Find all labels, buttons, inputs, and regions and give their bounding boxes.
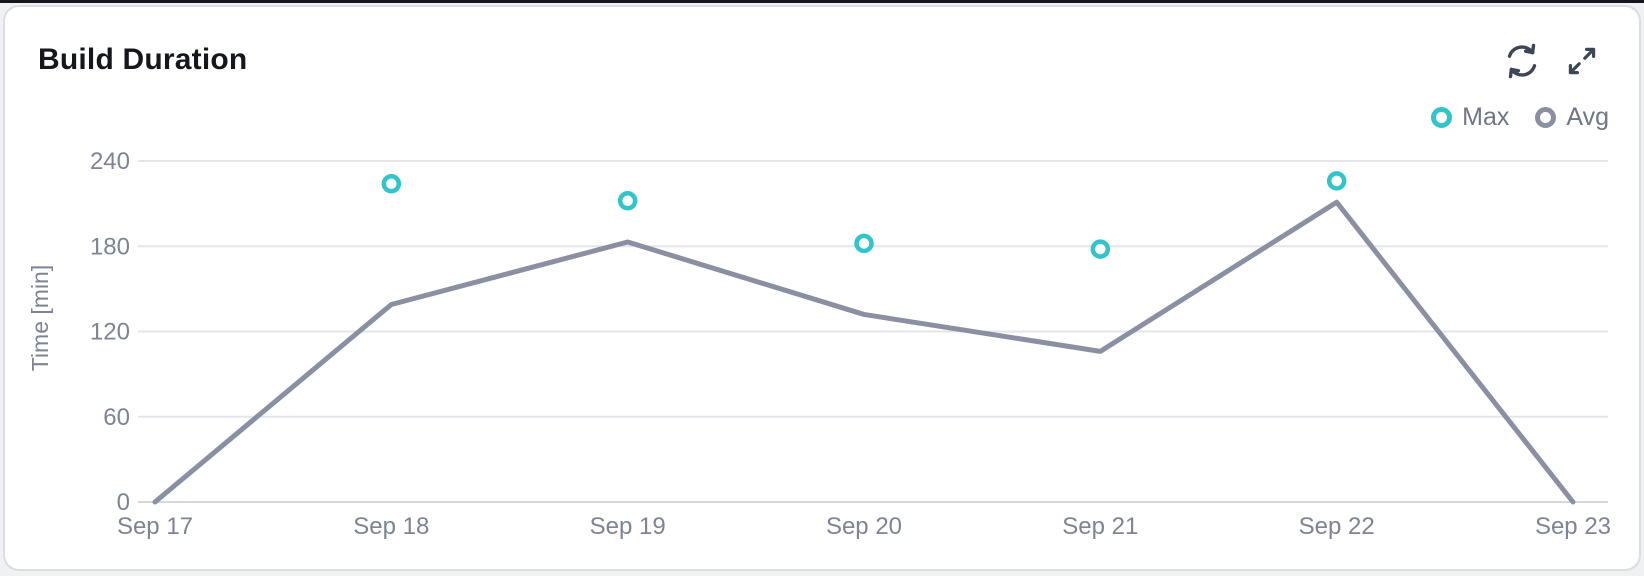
x-tick-label-sep-20: Sep 20 bbox=[826, 513, 902, 540]
avg-line bbox=[152, 199, 1576, 505]
max-point-sep-20[interactable] bbox=[854, 233, 874, 254]
y-axis-title: Time [min] bbox=[27, 265, 53, 372]
y-tick-label-60: 60 bbox=[103, 404, 130, 431]
max-series-swatch bbox=[1431, 107, 1453, 128]
refresh-icon bbox=[1502, 41, 1542, 84]
expand-icon bbox=[1562, 41, 1602, 84]
y-tick-label-180: 180 bbox=[90, 233, 130, 260]
build-duration-card: Build Duration Max bbox=[3, 5, 1641, 571]
legend-label-avg: Avg bbox=[1566, 103, 1609, 131]
x-tick-label-sep-23: Sep 23 bbox=[1535, 513, 1611, 540]
max-point-sep-19[interactable] bbox=[617, 191, 638, 211]
x-tick-label-sep-22: Sep 22 bbox=[1299, 513, 1375, 540]
x-tick-label-sep-21: Sep 21 bbox=[1062, 513, 1138, 540]
x-tick-label-sep-19: Sep 19 bbox=[590, 513, 666, 540]
max-point-sep-18[interactable] bbox=[381, 173, 402, 194]
y-tick-label-0: 0 bbox=[117, 489, 130, 516]
y-tick-label-120: 120 bbox=[90, 319, 130, 346]
card-title: Build Duration bbox=[38, 43, 248, 76]
top-edge-strip bbox=[0, 0, 1644, 3]
expand-button[interactable] bbox=[1561, 41, 1603, 83]
x-tick-label-sep-17: Sep 17 bbox=[117, 513, 193, 540]
refresh-button[interactable] bbox=[1501, 41, 1543, 83]
avg-series-swatch bbox=[1535, 107, 1557, 128]
chart-legend: Max Avg bbox=[1431, 103, 1609, 132]
legend-item-max[interactable]: Max bbox=[1431, 103, 1509, 132]
legend-item-avg[interactable]: Avg bbox=[1535, 103, 1609, 132]
max-point-sep-21[interactable] bbox=[1090, 239, 1111, 259]
x-tick-label-sep-18: Sep 18 bbox=[353, 513, 429, 540]
y-tick-label-240: 240 bbox=[90, 148, 130, 175]
max-point-sep-22[interactable] bbox=[1326, 171, 1347, 191]
legend-label-max: Max bbox=[1462, 103, 1510, 131]
card-toolbar bbox=[1501, 41, 1603, 83]
